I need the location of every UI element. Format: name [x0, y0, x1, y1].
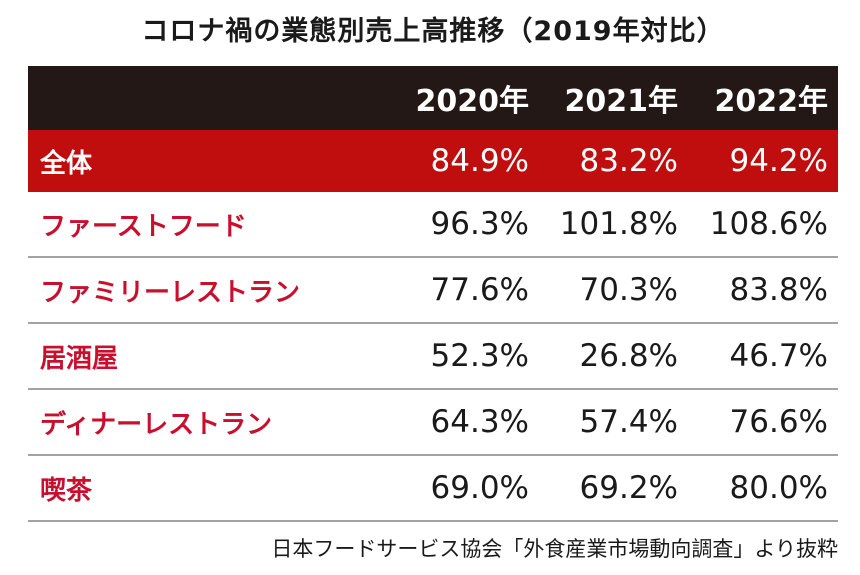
cell-value: 69.2% [539, 455, 688, 522]
cell-value: 96.3% [390, 192, 539, 258]
total-row: 全体 84.9% 83.2% 94.2% [28, 130, 838, 192]
cell-value: 64.3% [390, 389, 539, 456]
cell-value: 83.8% [688, 257, 838, 324]
table-row: 居酒屋 52.3% 26.8% 46.7% [28, 323, 838, 390]
cell-value: 52.3% [390, 323, 539, 390]
cell-value: 108.6% [688, 192, 838, 258]
total-value-2021: 83.2% [539, 130, 688, 192]
cell-value: 76.6% [688, 389, 838, 456]
sales-table: 2020年 2021年 2022年 全体 84.9% 83.2% 94.2% フ… [28, 66, 838, 522]
header-corner-cell [28, 66, 390, 130]
row-label: ファミリーレストラン [28, 257, 390, 324]
row-label: 居酒屋 [28, 323, 390, 390]
chart-title: コロナ禍の業態別売上高推移（2019年対比） [141, 16, 725, 47]
row-label-total: 全体 [28, 130, 390, 192]
table-row: ファーストフード 96.3% 101.8% 108.6% [28, 192, 838, 258]
column-header-2022: 2022年 [688, 66, 838, 130]
row-label: ディナーレストラン [28, 389, 390, 456]
cell-value: 26.8% [539, 323, 688, 390]
column-header-2021: 2021年 [539, 66, 688, 130]
table-row: ファミリーレストラン 77.6% 70.3% 83.8% [28, 257, 838, 324]
cell-value: 70.3% [539, 257, 688, 324]
cell-value: 46.7% [688, 323, 838, 390]
cell-value: 69.0% [390, 455, 539, 522]
table-row: 喫茶 69.0% 69.2% 80.0% [28, 455, 838, 522]
column-header-2020: 2020年 [390, 66, 539, 130]
header-row: 2020年 2021年 2022年 [28, 66, 838, 130]
cell-value: 101.8% [539, 192, 688, 258]
table-row: ディナーレストラン 64.3% 57.4% 76.6% [28, 389, 838, 456]
total-value-2020: 84.9% [390, 130, 539, 192]
cell-value: 80.0% [688, 455, 838, 522]
row-label: 喫茶 [28, 455, 390, 522]
row-label: ファーストフード [28, 192, 390, 258]
cell-value: 77.6% [390, 257, 539, 324]
source-note: 日本フードサービス協会「外食産業市場動向調査」より抜粋 [271, 537, 838, 561]
total-value-2022: 94.2% [688, 130, 838, 192]
cell-value: 57.4% [539, 389, 688, 456]
